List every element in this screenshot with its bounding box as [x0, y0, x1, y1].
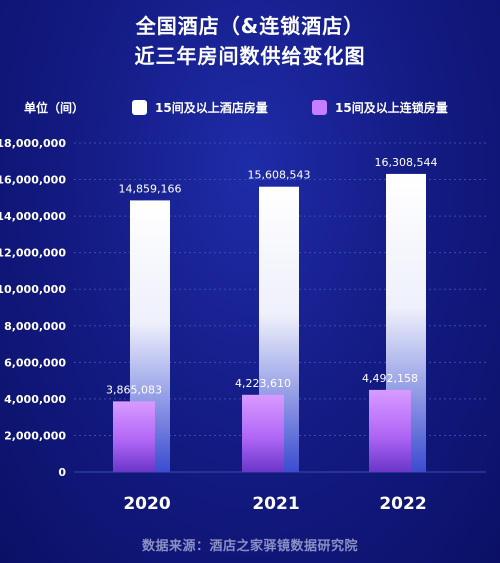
chart-title-line2: 近三年房间数供给变化图	[134, 44, 366, 68]
value-label-hotel: 15,608,543	[248, 169, 311, 182]
y-tick-label: 16,000,000	[0, 174, 66, 187]
y-tick-label: 0	[58, 466, 66, 479]
source-note: 数据来源：酒店之家驿镜数据研究院	[141, 539, 358, 554]
y-tick-label: 14,000,000	[0, 210, 66, 223]
value-label-chain: 3,865,083	[106, 383, 162, 396]
y-tick-label: 18,000,000	[0, 137, 66, 150]
y-tick-label: 8,000,000	[4, 320, 66, 333]
x-tick-label: 2020	[123, 494, 170, 514]
legend-label-chain: 15间及以上连锁房量	[335, 101, 448, 115]
y-tick-label: 12,000,000	[0, 247, 66, 260]
y-tick-label: 2,000,000	[4, 429, 66, 442]
bar-chain	[242, 394, 284, 472]
y-tick-label: 6,000,000	[4, 356, 66, 369]
value-label-chain: 4,223,610	[235, 377, 291, 390]
bar-chain	[113, 401, 155, 472]
y-tick-label: 4,000,000	[4, 393, 66, 406]
legend: 单位（间） 15间及以上酒店房量 15间及以上连锁房量	[0, 98, 500, 118]
x-tick-label: 2021	[252, 494, 299, 514]
legend-swatch-hotel	[132, 100, 147, 115]
legend-label-hotel: 15间及以上酒店房量	[155, 101, 268, 115]
y-tick-label: 10,000,000	[0, 283, 66, 296]
value-label-hotel: 14,859,166	[119, 182, 182, 195]
value-label-chain: 4,492,158	[362, 372, 418, 385]
legend-swatch-chain	[312, 100, 327, 115]
unit-label: 单位（间）	[24, 101, 85, 115]
value-label-hotel: 16,308,544	[375, 156, 438, 169]
x-tick-label: 2022	[379, 494, 426, 514]
bar-chain	[369, 389, 411, 472]
chart-title-line1: 全国酒店（&连锁酒店）	[135, 14, 365, 38]
